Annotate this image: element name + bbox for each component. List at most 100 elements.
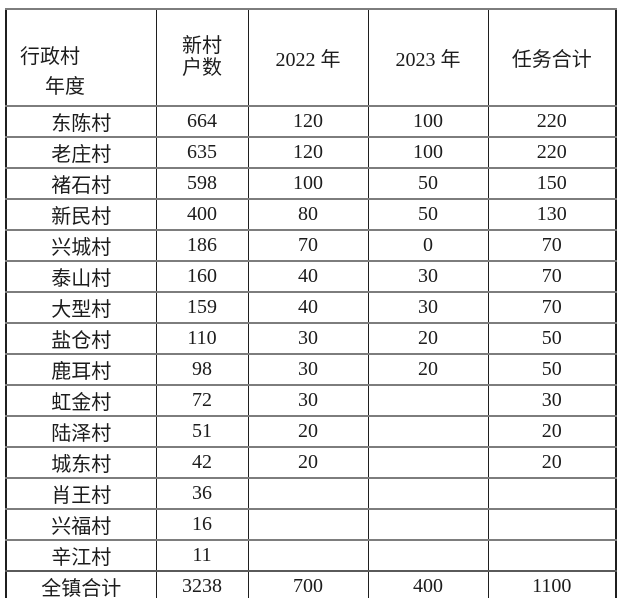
table-body: 东陈村 664 120 100 220 老庄村 635 120 100 220 褚石村 598 100 5… (5, 105, 617, 598)
households-cell: 3238 (155, 570, 249, 598)
header-year-2023: 2023 年 (367, 8, 489, 107)
year2023-cell: 30 (367, 291, 489, 324)
households-cell: 72 (155, 384, 249, 417)
table-row: 虹金村 72 30 30 (5, 384, 617, 417)
year2022-cell: 30 (247, 384, 369, 417)
total-cell (487, 477, 617, 510)
households-cell: 160 (155, 260, 249, 293)
total-cell: 1100 (487, 570, 617, 598)
header-task-total: 任务合计 (487, 8, 617, 107)
header-year-2022: 2022 年 (247, 8, 369, 107)
village-name-cell: 泰山村 (5, 260, 157, 293)
corner-col-axis-label: 年度 (45, 76, 85, 98)
households-cell: 98 (155, 353, 249, 386)
year2023-cell (367, 446, 489, 479)
village-name-cell: 兴城村 (5, 229, 157, 262)
total-cell: 70 (487, 260, 617, 293)
corner-header-cell: 行政村 年度 (5, 8, 157, 107)
header-households: 新村 户数 (155, 8, 249, 107)
total-cell: 20 (487, 415, 617, 448)
households-cell: 51 (155, 415, 249, 448)
table-row: 辛江村 11 (5, 539, 617, 572)
table-row: 泰山村 160 40 30 70 (5, 260, 617, 293)
households-cell: 186 (155, 229, 249, 262)
year2023-cell: 400 (367, 570, 489, 598)
village-name-cell: 新民村 (5, 198, 157, 231)
year2022-cell: 120 (247, 105, 369, 138)
total-cell: 70 (487, 291, 617, 324)
table-row: 新民村 400 80 50 130 (5, 198, 617, 231)
households-cell: 11 (155, 539, 249, 572)
table-row: 老庄村 635 120 100 220 (5, 136, 617, 169)
year2022-cell: 30 (247, 322, 369, 355)
table-row: 东陈村 664 120 100 220 (5, 105, 617, 138)
year2023-cell: 100 (367, 105, 489, 138)
village-name-cell: 陆泽村 (5, 415, 157, 448)
table-row: 肖王村 36 (5, 477, 617, 510)
year2022-cell: 120 (247, 136, 369, 169)
year2022-cell: 20 (247, 415, 369, 448)
corner-row-axis-label: 行政村 (20, 46, 80, 68)
year2023-cell: 50 (367, 198, 489, 231)
total-cell: 50 (487, 353, 617, 386)
year2022-cell: 100 (247, 167, 369, 200)
village-task-table: 行政村 年度 新村 户数 2022 年 2023 年 任务合计 东陈村 664 12… (5, 8, 617, 598)
village-name-cell: 褚石村 (5, 167, 157, 200)
total-cell: 130 (487, 198, 617, 231)
year2023-cell (367, 384, 489, 417)
total-cell: 220 (487, 105, 617, 138)
village-name-cell: 辛江村 (5, 539, 157, 572)
header-households-line1: 新村 (182, 35, 222, 57)
households-cell: 664 (155, 105, 249, 138)
village-name-cell: 老庄村 (5, 136, 157, 169)
total-cell: 50 (487, 322, 617, 355)
households-cell: 159 (155, 291, 249, 324)
year2022-cell (247, 477, 369, 510)
households-cell: 16 (155, 508, 249, 541)
year2023-cell: 50 (367, 167, 489, 200)
total-cell: 70 (487, 229, 617, 262)
year2023-cell: 0 (367, 229, 489, 262)
year2023-cell: 20 (367, 322, 489, 355)
year2023-cell (367, 477, 489, 510)
year2022-cell: 30 (247, 353, 369, 386)
year2023-cell: 20 (367, 353, 489, 386)
year2022-cell: 40 (247, 291, 369, 324)
table-row: 大型村 159 40 30 70 (5, 291, 617, 324)
year2023-cell (367, 415, 489, 448)
village-name-cell: 肖王村 (5, 477, 157, 510)
table-row: 兴城村 186 70 0 70 (5, 229, 617, 262)
year2022-cell: 700 (247, 570, 369, 598)
table-row: 盐仓村 110 30 20 50 (5, 322, 617, 355)
year2023-cell: 100 (367, 136, 489, 169)
year2022-cell: 20 (247, 446, 369, 479)
households-cell: 42 (155, 446, 249, 479)
village-name-cell: 全镇合计 (5, 570, 157, 598)
year2022-cell (247, 539, 369, 572)
table-row: 鹿耳村 98 30 20 50 (5, 353, 617, 386)
header-row: 行政村 年度 新村 户数 2022 年 2023 年 任务合计 (5, 8, 617, 107)
village-name-cell: 虹金村 (5, 384, 157, 417)
households-cell: 635 (155, 136, 249, 169)
total-cell: 20 (487, 446, 617, 479)
year2022-cell: 80 (247, 198, 369, 231)
village-name-cell: 大型村 (5, 291, 157, 324)
total-cell: 30 (487, 384, 617, 417)
total-cell: 220 (487, 136, 617, 169)
year2022-cell: 70 (247, 229, 369, 262)
households-cell: 598 (155, 167, 249, 200)
table-row: 城东村 42 20 20 (5, 446, 617, 479)
year2023-cell (367, 539, 489, 572)
total-cell (487, 539, 617, 572)
total-cell (487, 508, 617, 541)
total-cell: 150 (487, 167, 617, 200)
header-households-line2: 户数 (182, 57, 222, 79)
year2022-cell (247, 508, 369, 541)
village-name-cell: 盐仓村 (5, 322, 157, 355)
table-row: 陆泽村 51 20 20 (5, 415, 617, 448)
village-name-cell: 鹿耳村 (5, 353, 157, 386)
village-name-cell: 城东村 (5, 446, 157, 479)
households-cell: 36 (155, 477, 249, 510)
footer-row: 全镇合计 3238 700 400 1100 (5, 570, 617, 598)
